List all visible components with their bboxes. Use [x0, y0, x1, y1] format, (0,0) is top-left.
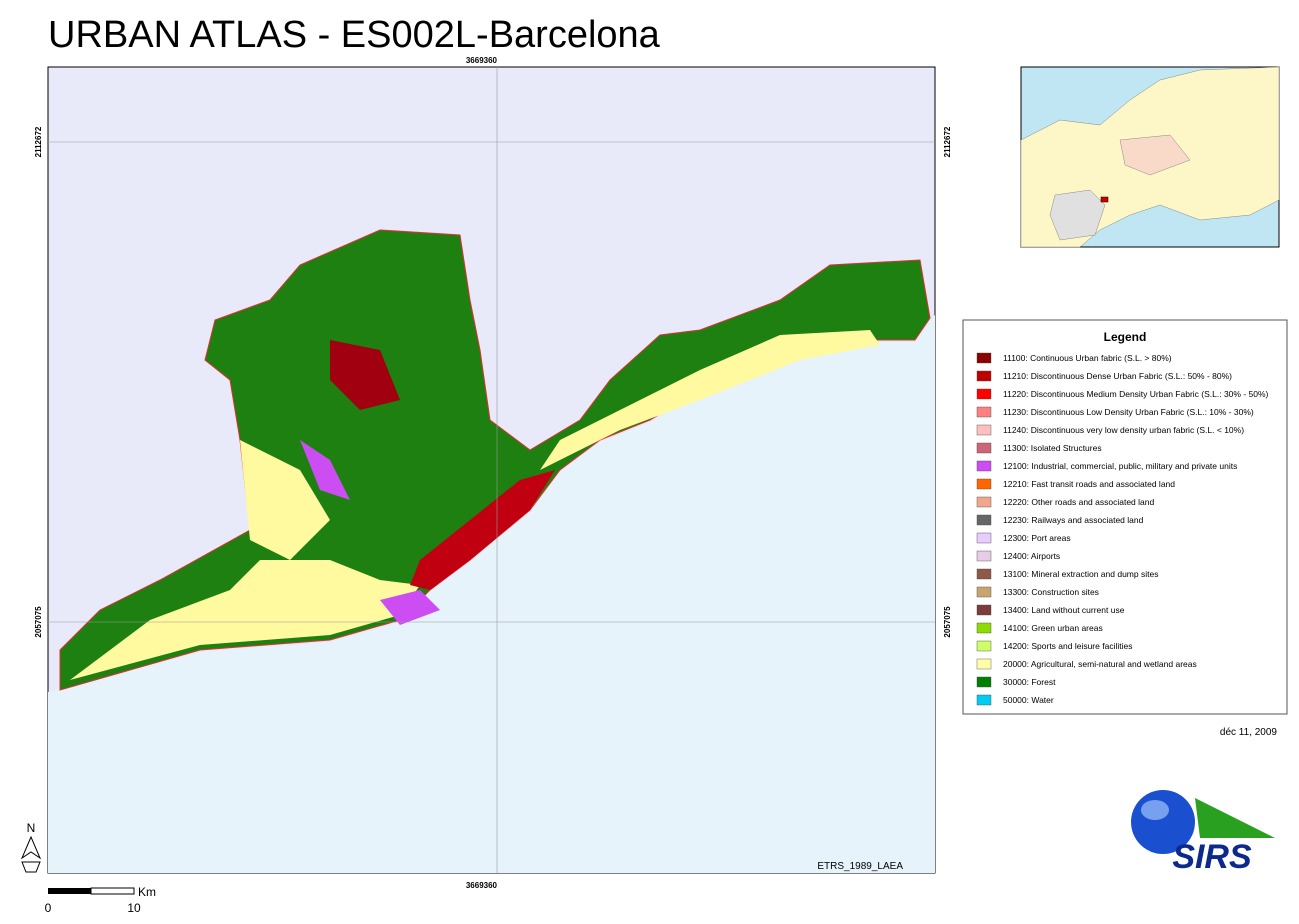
legend-item: 12220: Other roads and associated land — [1003, 497, 1154, 507]
legend-swatch — [976, 424, 992, 436]
legend-item: 11220: Discontinuous Medium Density Urba… — [1003, 389, 1269, 399]
north-arrow: N — [20, 821, 42, 873]
agricultural-zone — [540, 330, 880, 470]
legend-swatch — [976, 460, 992, 472]
grid-label: 2112672 — [34, 126, 43, 157]
logo-text: SIRS — [1172, 838, 1252, 876]
grid-label: 2112672 — [943, 126, 952, 157]
logo-highlight — [1141, 800, 1169, 820]
legend-item: 11300: Isolated Structures — [1003, 443, 1102, 453]
legend-swatch — [976, 640, 992, 652]
legend-swatch — [976, 478, 992, 490]
legend-swatch — [976, 406, 992, 418]
legend-item: 12100: Industrial, commercial, public, m… — [1003, 461, 1237, 471]
legend-swatch — [976, 370, 992, 382]
legend-item: 12230: Railways and associated land — [1003, 515, 1144, 525]
legend-box — [962, 319, 1288, 715]
grid-label: 3669360 — [466, 881, 498, 890]
map-date: déc 11, 2009 — [1220, 727, 1278, 738]
main-map — [47, 66, 936, 874]
legend-swatch — [976, 604, 992, 616]
legend: Legend 11100: Continuous Urban fabric (S… — [962, 319, 1288, 715]
legend-swatch — [976, 568, 992, 580]
scale-segment — [48, 888, 91, 894]
location-marker — [1100, 196, 1109, 203]
legend-swatch — [976, 622, 992, 634]
legend-item: 20000: Agricultural, semi-natural and we… — [1003, 659, 1197, 669]
legend-swatch — [976, 514, 992, 526]
scale-label: 10 — [127, 901, 141, 915]
legend-swatch — [976, 496, 992, 508]
map-title: URBAN ATLAS - ES002L-Barcelona — [48, 14, 661, 56]
legend-item: 30000: Forest — [1003, 677, 1056, 687]
legend-item: 11230: Discontinuous Low Density Urban F… — [1003, 407, 1254, 417]
inset-map — [1020, 66, 1280, 248]
industrial-zone — [380, 590, 440, 625]
logo: SIRS — [1131, 790, 1275, 876]
legend-swatch — [976, 442, 992, 454]
legend-item: 14100: Green urban areas — [1003, 623, 1103, 633]
legend-swatch — [976, 388, 992, 400]
legend-swatch — [976, 586, 992, 598]
legend-swatch — [976, 550, 992, 562]
legend-item: 13400: Land without current use — [1003, 605, 1125, 615]
agricultural-zone — [70, 560, 420, 680]
north-symbol — [21, 861, 41, 873]
legend-item: 50000: Water — [1003, 695, 1054, 705]
north-symbol — [20, 835, 42, 860]
legend-item: 11240: Discontinuous very low density ur… — [1003, 425, 1244, 435]
spain — [1049, 189, 1106, 241]
scale-bar: Km 0 10 — [45, 885, 156, 915]
country — [1119, 134, 1191, 176]
legend-item: 11210: Discontinuous Dense Urban Fabric … — [1003, 371, 1232, 381]
legend-item: 12400: Airports — [1003, 551, 1060, 561]
agricultural-zone — [240, 440, 330, 560]
logo-triangle — [1195, 798, 1275, 838]
grid-label: 2057075 — [943, 606, 952, 638]
legend-title: Legend — [1104, 330, 1147, 344]
north-label: N — [27, 821, 36, 835]
legend-swatch — [976, 676, 992, 688]
scale-unit: Km — [138, 885, 156, 899]
scale-label: 0 — [45, 901, 52, 915]
legend-item: 13300: Construction sites — [1003, 587, 1099, 597]
legend-item: 12210: Fast transit roads and associated… — [1003, 479, 1175, 489]
projection-label: ETRS_1989_LAEA — [817, 861, 903, 872]
legend-item: 14200: Sports and leisure facilities — [1003, 641, 1132, 651]
scale-segment — [90, 887, 135, 895]
industrial-zone — [300, 440, 350, 500]
legend-swatch — [976, 694, 992, 706]
grid-label: 2057075 — [34, 606, 43, 638]
legend-swatch — [976, 532, 992, 544]
grid-label: 3669360 — [466, 56, 498, 65]
legend-item: 13100: Mineral extraction and dump sites — [1003, 569, 1158, 579]
legend-swatch — [976, 352, 992, 364]
legend-item: 11100: Continuous Urban fabric (S.L. > 8… — [1003, 353, 1172, 363]
legend-swatch — [976, 658, 992, 670]
legend-item: 12300: Port areas — [1003, 533, 1071, 543]
dense-urban — [330, 340, 400, 410]
dense-urban — [410, 470, 555, 590]
sea — [48, 315, 935, 873]
